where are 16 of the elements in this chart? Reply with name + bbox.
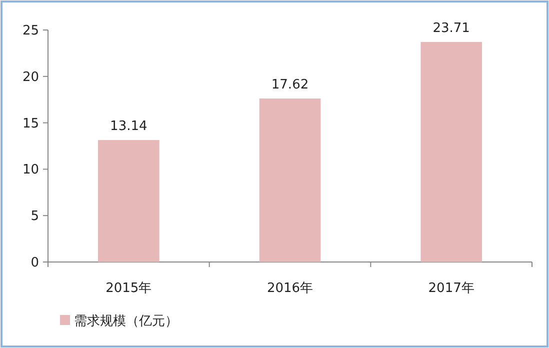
- y-tick-label: 0: [30, 256, 39, 270]
- y-tick-label: 5: [30, 209, 39, 224]
- bar: [420, 42, 482, 262]
- y-tick-label: 10: [22, 162, 39, 178]
- bar: [98, 140, 160, 262]
- bar: [259, 98, 321, 262]
- data-label: 13.14: [110, 119, 148, 134]
- x-tick-label: 2017年: [428, 281, 474, 296]
- y-tick-label: 15: [22, 116, 39, 132]
- data-label: 17.62: [271, 77, 309, 92]
- y-tick-label: 20: [22, 70, 39, 85]
- legend-label: 需求规模（亿元）: [74, 314, 178, 329]
- y-tick-label: 25: [22, 24, 39, 38]
- x-tick-label: 2016年: [266, 281, 314, 296]
- x-tick-label: 2015年: [106, 281, 152, 296]
- data-label: 23.71: [432, 20, 470, 36]
